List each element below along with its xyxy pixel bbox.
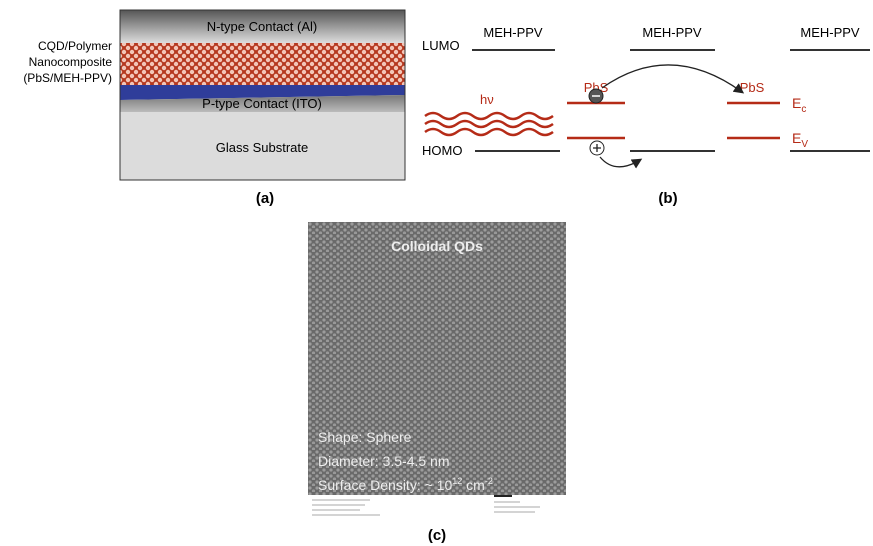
caption: (a) xyxy=(256,190,274,207)
side-label: (PbS/MEH-PPV) xyxy=(23,71,112,85)
ev-label: EV xyxy=(792,130,808,150)
homo-label: HOMO xyxy=(422,143,462,158)
lumo-label: LUMO xyxy=(422,38,460,53)
side-label: Nanocomposite xyxy=(29,55,113,69)
side-label: CQD/Polymer xyxy=(38,39,112,53)
layer-label: Glass Substrate xyxy=(216,140,309,155)
photon-label: hν xyxy=(480,92,494,107)
caption: (b) xyxy=(658,190,677,207)
sup: 12 xyxy=(452,476,462,486)
scale-info xyxy=(312,496,540,515)
panel-a: N-type Contact (Al) P-type Contact (ITO)… xyxy=(23,10,405,207)
figure: N-type Contact (Al) P-type Contact (ITO)… xyxy=(0,0,873,546)
ec-label: Ec xyxy=(792,95,806,115)
image-title: Colloidal QDs xyxy=(391,238,483,254)
layer-label: N-type Contact (Al) xyxy=(207,19,318,34)
electron-arrow xyxy=(602,65,742,92)
panel-c: Colloidal QDs Shape: Sphere Diameter: 3.… xyxy=(308,222,566,544)
e: E xyxy=(792,130,801,146)
nanocomposite xyxy=(120,43,405,85)
caption: (c) xyxy=(428,527,446,544)
image-text: Shape: Sphere xyxy=(318,429,412,445)
dot-label: PbS xyxy=(740,80,765,95)
panel-b: LUMO HOMO MEH-PPV MEH-PPV MEH-PPV PbS Pb… xyxy=(422,25,870,207)
page: body { margin: 0; background: #fff; font… xyxy=(0,0,873,546)
e: E xyxy=(792,95,801,111)
sub: V xyxy=(801,139,808,150)
image-text: Surface Density: ~ 1012 cm-2 xyxy=(318,476,493,493)
polymer-label: MEH-PPV xyxy=(642,25,702,40)
dot-levels xyxy=(567,103,780,138)
image-text: Diameter: 3.5-4.5 nm xyxy=(318,453,450,469)
polymer-label: MEH-PPV xyxy=(483,25,543,40)
layer-label: P-type Contact (ITO) xyxy=(202,96,322,111)
sup: -2 xyxy=(485,476,493,486)
sub: c xyxy=(801,104,806,115)
photon-waves xyxy=(425,113,553,135)
hole-arrow xyxy=(600,157,640,167)
body: {"panel_a": {"layers": ["N-type Contact … xyxy=(0,0,873,546)
polymer-label: MEH-PPV xyxy=(800,25,860,40)
unit: cm xyxy=(462,477,485,493)
density: Surface Density: ~ 10 xyxy=(318,477,452,493)
